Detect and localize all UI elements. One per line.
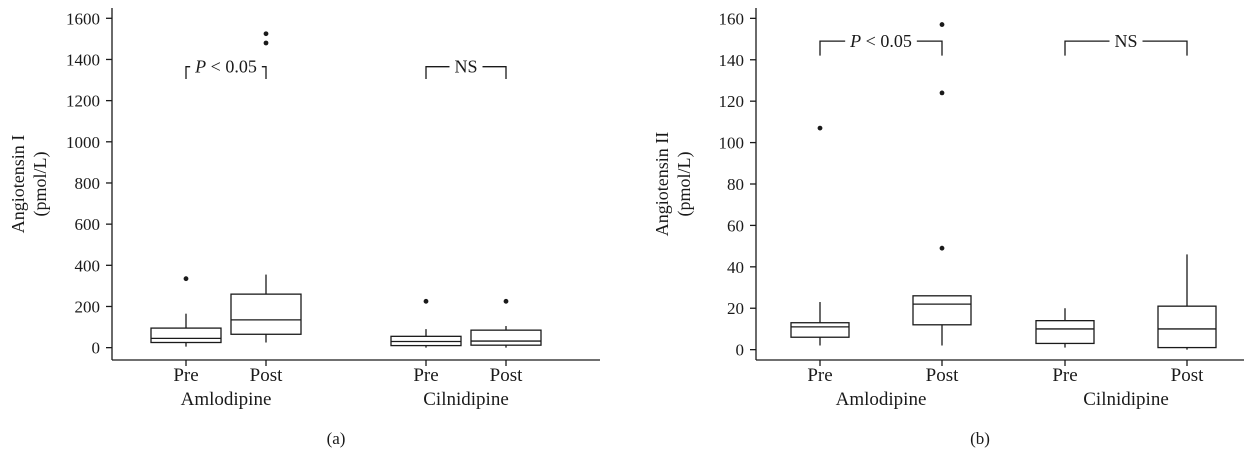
- bracket-left: [819, 40, 846, 56]
- bracket-right: [916, 40, 943, 56]
- outlier-point: [263, 31, 269, 37]
- panel-label: (a): [327, 429, 346, 448]
- outlier-point: [423, 298, 429, 304]
- x-tick-label: Post: [1171, 365, 1204, 386]
- box: [1157, 305, 1217, 349]
- outlier-point: [263, 40, 269, 46]
- outlier-point: [503, 298, 509, 304]
- outlier-point: [939, 90, 945, 96]
- box: [912, 295, 972, 326]
- y-tick-label: 40: [727, 258, 744, 277]
- significance-text: NS: [454, 57, 477, 77]
- y-tick-label: 20: [727, 299, 744, 318]
- y-tick-label: 800: [75, 174, 101, 193]
- y-tick-label: 600: [75, 215, 101, 234]
- bracket-left: [1064, 40, 1110, 56]
- y-tick-label: 1000: [66, 133, 100, 152]
- y-tick-label: 0: [736, 341, 745, 360]
- box: [790, 322, 850, 338]
- bracket-right: [482, 66, 507, 80]
- box: [230, 293, 302, 335]
- group-label: Amlodipine: [836, 389, 927, 410]
- x-tick-label: Pre: [1052, 365, 1077, 386]
- x-tick-label: Post: [926, 365, 959, 386]
- x-tick-label: Pre: [413, 365, 438, 386]
- significance-text: NS: [1114, 31, 1137, 51]
- bracket-left: [425, 66, 450, 80]
- y-tick-label: 100: [719, 134, 745, 153]
- group-label: Amlodipine: [181, 389, 272, 410]
- significance-italic: P: [194, 57, 206, 77]
- group-label: Cilnidipine: [1083, 389, 1169, 410]
- panel-label: (b): [970, 429, 990, 448]
- significance-label: NS: [454, 57, 477, 77]
- x-tick-label: Pre: [807, 365, 832, 386]
- panel-a: 0 200 400 600 800 1000 1200 1400 1600 Angiotensin…: [8, 8, 600, 448]
- bracket-right: [1142, 40, 1188, 56]
- y-tick-label: 1600: [66, 9, 100, 28]
- y-tick-label: 1400: [66, 50, 100, 69]
- box: [1035, 320, 1095, 345]
- significance-label: NS: [1114, 31, 1137, 51]
- y-tick-label: 160: [719, 9, 745, 28]
- significance-text: < 0.05: [861, 31, 912, 51]
- outlier-point: [817, 125, 823, 131]
- y-tick-label: 140: [719, 51, 745, 70]
- y-axis-unit: (pmol/L): [674, 152, 695, 217]
- significance-label: P < 0.05: [194, 57, 257, 77]
- y-axis-label: Angiotensin I: [8, 135, 28, 234]
- y-tick-label: 200: [75, 297, 101, 316]
- group-label: Cilnidipine: [423, 389, 509, 410]
- bracket-left: [185, 66, 191, 80]
- x-tick-label: Pre: [173, 365, 198, 386]
- bracket-right: [261, 66, 267, 80]
- y-tick-label: 0: [92, 339, 101, 358]
- y-tick-label: 400: [75, 256, 101, 275]
- significance-label: P < 0.05: [849, 31, 912, 51]
- significance-italic: P: [849, 31, 861, 51]
- outlier-point: [183, 276, 189, 282]
- y-tick-label: 120: [719, 92, 745, 111]
- box: [150, 327, 222, 344]
- y-axis-label: Angiotensin II: [652, 132, 672, 236]
- outlier-point: [939, 22, 945, 27]
- panel-b: 0 20 40 60 80 100 120 140 160 Angiotensin II (pmol…: [652, 8, 1244, 448]
- y-tick-label: 1200: [66, 92, 100, 111]
- y-tick-label: 60: [727, 216, 744, 235]
- y-tick-label: 80: [727, 175, 744, 194]
- box: [470, 329, 542, 346]
- significance-text: < 0.05: [206, 57, 257, 77]
- y-axis-unit: (pmol/L): [30, 152, 51, 217]
- x-tick-label: Post: [490, 365, 523, 386]
- x-tick-label: Post: [250, 365, 283, 386]
- outlier-point: [939, 245, 945, 251]
